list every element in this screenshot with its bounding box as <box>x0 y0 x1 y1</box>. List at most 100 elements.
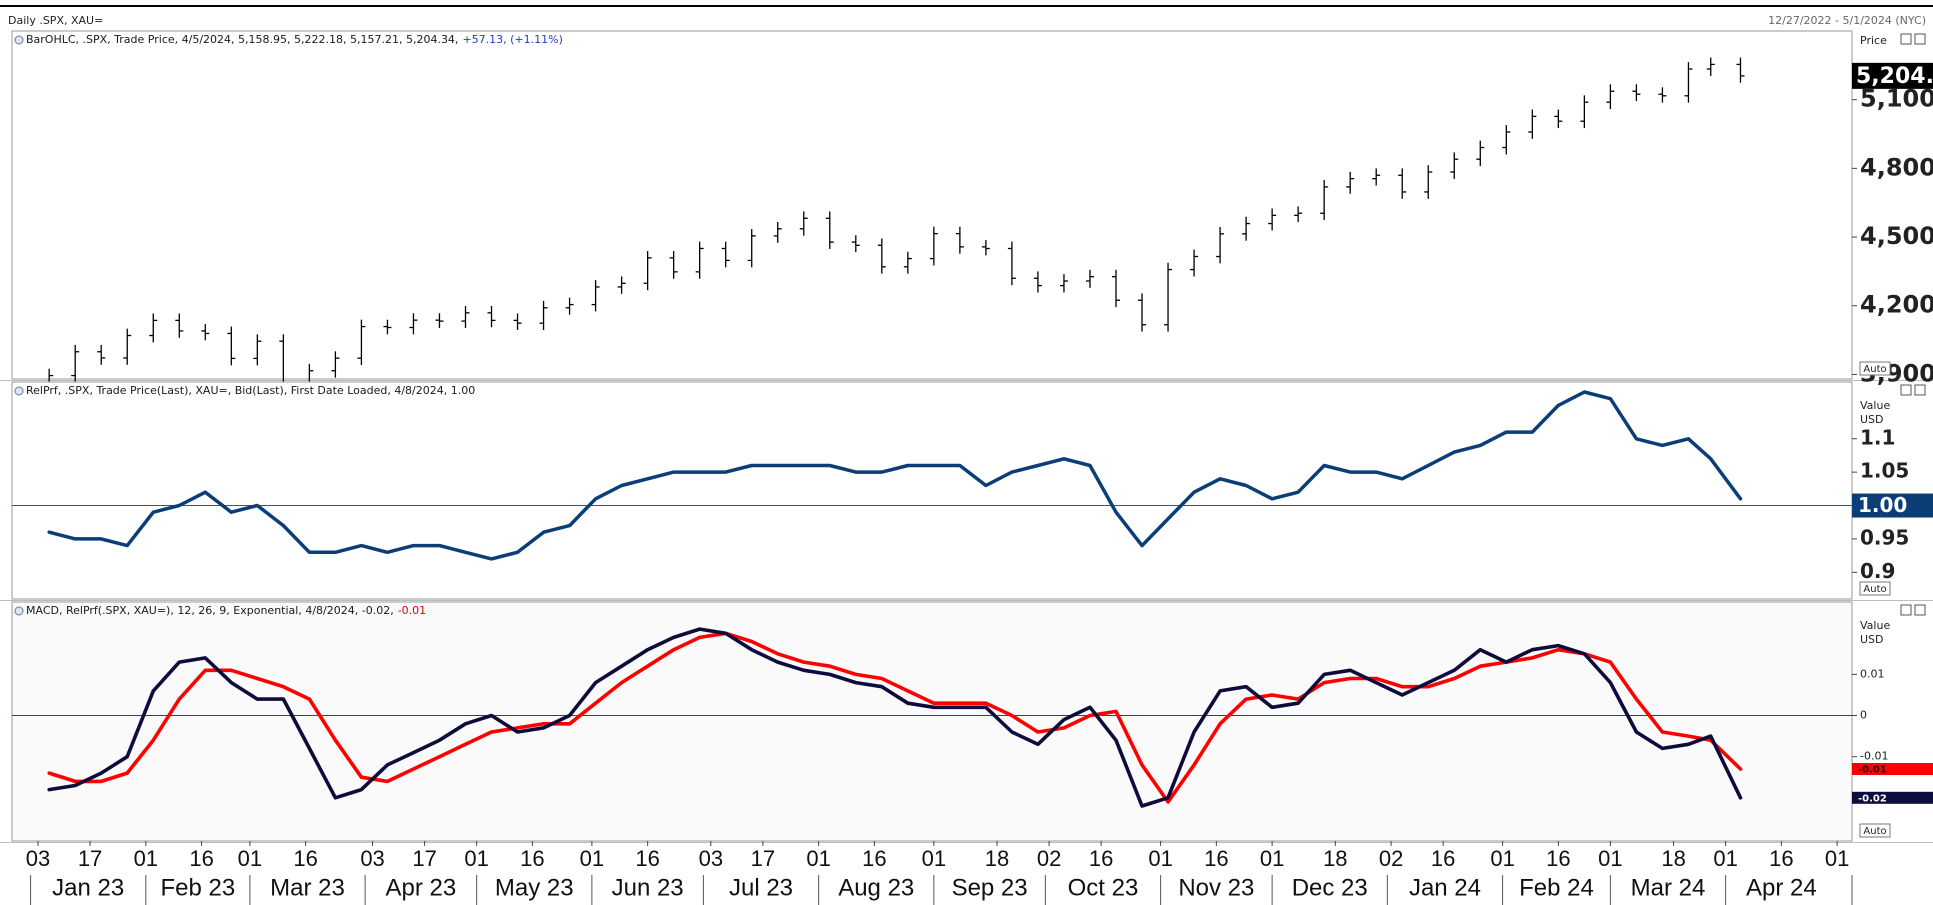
panel-title: BarOHLC, .SPX, Trade Price, 4/5/2024, 5,… <box>26 33 563 46</box>
x-tick-label: 18 <box>1661 846 1685 871</box>
month-label: Sep 23 <box>952 874 1028 901</box>
panel: MACD, RelPrf(.SPX, XAU=), 12, 26, 9, Exp… <box>0 601 1933 905</box>
panel-title-extra: +57.13, (+1.11%) <box>462 33 562 46</box>
scale-button-box[interactable] <box>1859 823 1891 838</box>
y-tick-label: 4,200 <box>1860 291 1933 319</box>
month-label: Nov 23 <box>1178 874 1254 901</box>
x-tick-label: 01 <box>1260 846 1284 871</box>
legend-icon <box>14 606 24 616</box>
x-tick-label: 16 <box>1431 846 1455 871</box>
maximize-icon[interactable] <box>1900 384 1912 396</box>
close-icon[interactable] <box>1914 384 1926 396</box>
x-tick-label: 01 <box>1825 846 1849 871</box>
series-line <box>47 627 1743 808</box>
y-tick-label: 0.9 <box>1860 559 1895 583</box>
month-label: Jul 23 <box>729 874 793 901</box>
panel-title: MACD, RelPrf(.SPX, XAU=), 12, 26, 9, Exp… <box>26 604 426 617</box>
panel-title-text: MACD, RelPrf(.SPX, XAU=), 12, 26, 9, Exp… <box>26 604 394 617</box>
plot-area <box>11 601 1853 842</box>
month-label: Apr 23 <box>386 874 457 901</box>
value-tag <box>1852 493 1933 518</box>
scale-button-label[interactable]: Auto <box>1863 826 1886 837</box>
x-tick-label: 17 <box>751 846 775 871</box>
scale-button[interactable]: Auto <box>1859 823 1891 838</box>
panel-title: RelPrf, .SPX, Trade Price(Last), XAU=, B… <box>26 384 475 397</box>
x-tick-label: 18 <box>1323 846 1347 871</box>
scale-button-box[interactable] <box>1859 581 1891 596</box>
y-tick-label: 0.01 <box>1860 667 1885 680</box>
panel: RelPrf, .SPX, Trade Price(Last), XAU=, B… <box>0 381 1933 601</box>
close-icon[interactable] <box>1914 33 1926 45</box>
y-tick-label: -0.01 <box>1860 750 1888 763</box>
date-range: 12/27/2022 - 5/1/2024 (NYC) <box>1768 14 1926 27</box>
x-tick-label: 16 <box>293 846 317 871</box>
y-tick-label: 4,800 <box>1860 153 1933 181</box>
scale-button-box[interactable] <box>1859 361 1891 376</box>
month-label: May 23 <box>495 874 574 901</box>
x-tick-label: 16 <box>520 846 544 871</box>
x-tick-label: 01 <box>1148 846 1172 871</box>
x-tick-label: 16 <box>1769 846 1793 871</box>
x-tick-label: 01 <box>1598 846 1622 871</box>
x-tick-label: 03 <box>699 846 723 871</box>
month-label: Dec 23 <box>1292 874 1368 901</box>
month-label: Jan 24 <box>1409 874 1481 901</box>
panel-title-text: RelPrf, .SPX, Trade Price(Last), XAU=, B… <box>26 384 475 397</box>
axis-title: USD <box>1860 633 1884 646</box>
month-label: Jan 23 <box>52 874 124 901</box>
scale-button[interactable]: Auto <box>1859 581 1891 596</box>
panel-title-text: BarOHLC, .SPX, Trade Price, 4/5/2024, 5,… <box>26 33 458 46</box>
scale-button[interactable]: Auto <box>1859 361 1891 376</box>
month-label: Oct 23 <box>1068 874 1139 901</box>
x-tick-label: 17 <box>412 846 436 871</box>
axis-title: USD <box>1860 413 1884 426</box>
x-tick-label: 03 <box>360 846 384 871</box>
last-value-label: 5,204. <box>1856 64 1933 89</box>
x-tick-label: 01 <box>580 846 604 871</box>
legend-icon <box>14 35 24 45</box>
month-label: Feb 24 <box>1519 874 1594 901</box>
x-tick-label: 02 <box>1379 846 1403 871</box>
axis-title: Price <box>1860 34 1887 47</box>
plot-area <box>11 30 1853 380</box>
maximize-icon[interactable] <box>1900 33 1912 45</box>
month-label: Mar 23 <box>270 874 345 901</box>
x-tick-label: 18 <box>985 846 1009 871</box>
maximize-icon[interactable] <box>1900 604 1912 616</box>
scale-button-label[interactable]: Auto <box>1863 364 1886 375</box>
x-tick-label: 16 <box>189 846 213 871</box>
x-tick-label: 01 <box>922 846 946 871</box>
y-tick-label: 0.95 <box>1860 525 1909 549</box>
scale-button-label[interactable]: Auto <box>1863 584 1886 595</box>
x-tick-label: 03 <box>26 846 50 871</box>
window-title: Daily .SPX, XAU= <box>8 14 103 27</box>
close-icon[interactable] <box>1914 604 1926 616</box>
x-tick-label: 01 <box>134 846 158 871</box>
x-tick-label: 01 <box>238 846 262 871</box>
last-value-tag <box>1852 763 1933 776</box>
x-tick-label: 01 <box>806 846 830 871</box>
last-value-label: -0.01 <box>1858 765 1887 776</box>
panel: BarOHLC, .SPX, Trade Price, 4/5/2024, 5,… <box>0 30 1933 393</box>
value-tag-label: 1.00 <box>1858 493 1907 517</box>
legend-icon <box>14 386 24 396</box>
x-tick-label: 02 <box>1037 846 1061 871</box>
x-tick-label: 16 <box>1204 846 1228 871</box>
x-tick-label: 16 <box>862 846 886 871</box>
month-label: Apr 24 <box>1746 874 1817 901</box>
series-line <box>47 631 1743 804</box>
last-value-tag <box>1852 62 1933 89</box>
x-tick-label: 16 <box>635 846 659 871</box>
y-tick-label: 5,100 <box>1860 85 1933 113</box>
x-tick-label: 16 <box>1546 846 1570 871</box>
month-label: Jun 23 <box>612 874 684 901</box>
plot-area <box>11 381 1853 600</box>
x-tick-label: 01 <box>464 846 488 871</box>
x-tick-label: 01 <box>1490 846 1514 871</box>
x-tick-label: 17 <box>78 846 102 871</box>
series-line <box>47 390 1743 561</box>
axis-title: Value <box>1860 399 1890 412</box>
axis-title: Value <box>1860 619 1890 632</box>
last-value-label: -0.02 <box>1858 793 1887 804</box>
